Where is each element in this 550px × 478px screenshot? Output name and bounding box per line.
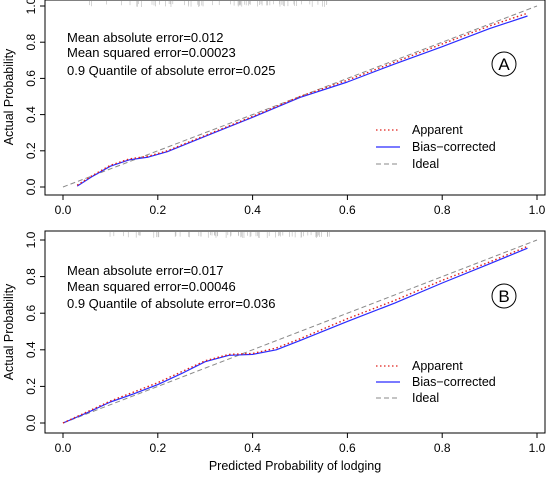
series-line-ideal bbox=[62, 239, 538, 424]
y-axis: 0.0 0.2 0.4 0.6 0.8 1.0 bbox=[24, 231, 45, 431]
y-tick-label: 0.8 bbox=[24, 268, 38, 285]
panel-a: 0.0 0.2 0.4 0.6 0.8 1.0 0.0 0.2 0.4 0.6 0.8 1.0 Ac… bbox=[2, 0, 546, 217]
x-tick-label: 1.0 bbox=[529, 441, 546, 455]
series-line-apparent bbox=[76, 12, 528, 186]
series-lines bbox=[62, 239, 538, 424]
plot-frame bbox=[44, 230, 546, 434]
y-tick-label: 0.6 bbox=[24, 70, 38, 87]
legend-label-apparent: Apparent bbox=[412, 359, 463, 373]
legend-label-apparent: Apparent bbox=[412, 123, 463, 137]
y-tick-label: 0.8 bbox=[24, 34, 38, 51]
y-tick-label: 1.0 bbox=[24, 231, 38, 248]
x-tick-label: 0.8 bbox=[434, 441, 451, 455]
annotation-mae: Mean absolute error=0.017 bbox=[67, 263, 223, 278]
rug-marks bbox=[109, 232, 330, 238]
legend-label-ideal: Ideal bbox=[412, 391, 439, 405]
x-tick-label: 0.6 bbox=[339, 441, 356, 455]
legend: Apparent Bias−corrected Ideal bbox=[376, 123, 496, 171]
x-axis: 0.0 0.2 0.4 0.6 0.8 1.0 bbox=[55, 433, 546, 455]
plot-frame bbox=[44, 0, 546, 196]
x-tick-label: 0.0 bbox=[55, 203, 72, 217]
legend-label-bias-corrected: Bias−corrected bbox=[412, 375, 496, 389]
panel-letter: B bbox=[498, 287, 509, 306]
series-lines bbox=[62, 5, 538, 188]
panel-letter: A bbox=[498, 55, 510, 74]
x-tick-label: 0.4 bbox=[244, 441, 261, 455]
x-axis: 0.0 0.2 0.4 0.6 0.8 1.0 bbox=[55, 195, 546, 217]
legend-label-ideal: Ideal bbox=[412, 157, 439, 171]
series-line-bias-corrected bbox=[62, 247, 528, 424]
series-line-ideal bbox=[62, 5, 538, 188]
y-tick-label: 0.2 bbox=[24, 378, 38, 395]
x-tick-label: 0.8 bbox=[434, 203, 451, 217]
y-tick-label: 0.0 bbox=[24, 178, 38, 195]
annotation-quantile: 0.9 Quantile of absolute error=0.025 bbox=[67, 63, 276, 78]
annotation-mse: Mean squared error=0.00046 bbox=[67, 279, 236, 294]
x-tick-label: 0.0 bbox=[55, 441, 72, 455]
annotation-mae: Mean absolute error=0.012 bbox=[67, 30, 223, 45]
annotation-mse: Mean squared error=0.00023 bbox=[67, 45, 236, 60]
x-tick-label: 0.2 bbox=[149, 203, 166, 217]
x-axis-label: Predicted Probability of lodging bbox=[209, 459, 381, 473]
y-tick-label: 1.0 bbox=[24, 0, 38, 14]
y-tick-label: 0.4 bbox=[24, 106, 38, 123]
legend: Apparent Bias−corrected Ideal bbox=[376, 359, 496, 405]
x-tick-label: 0.6 bbox=[339, 203, 356, 217]
y-tick-label: 0.4 bbox=[24, 341, 38, 358]
x-tick-label: 1.0 bbox=[529, 203, 546, 217]
panel-letter-circle bbox=[491, 51, 517, 77]
x-tick-label: 0.2 bbox=[149, 441, 166, 455]
legend-label-bias-corrected: Bias−corrected bbox=[412, 140, 496, 154]
y-axis-label: Actual Probability bbox=[2, 48, 16, 145]
x-tick-label: 0.4 bbox=[244, 203, 261, 217]
series-line-apparent bbox=[62, 245, 528, 424]
y-tick-label: 0.0 bbox=[24, 414, 38, 431]
annotation-quantile: 0.9 Quantile of absolute error=0.036 bbox=[67, 296, 276, 311]
panel-b: 0.0 0.2 0.4 0.6 0.8 1.0 0.0 0.2 0.4 0.6 0.8 1.0 Ac… bbox=[2, 230, 546, 455]
y-axis: 0.0 0.2 0.4 0.6 0.8 1.0 bbox=[24, 0, 45, 195]
y-axis-label: Actual Probability bbox=[2, 283, 16, 380]
y-tick-label: 0.2 bbox=[24, 142, 38, 159]
rug-marks bbox=[89, 1, 328, 7]
panel-letter-circle bbox=[491, 283, 517, 309]
y-tick-label: 0.6 bbox=[24, 305, 38, 322]
series-line-bias-corrected bbox=[76, 15, 528, 187]
